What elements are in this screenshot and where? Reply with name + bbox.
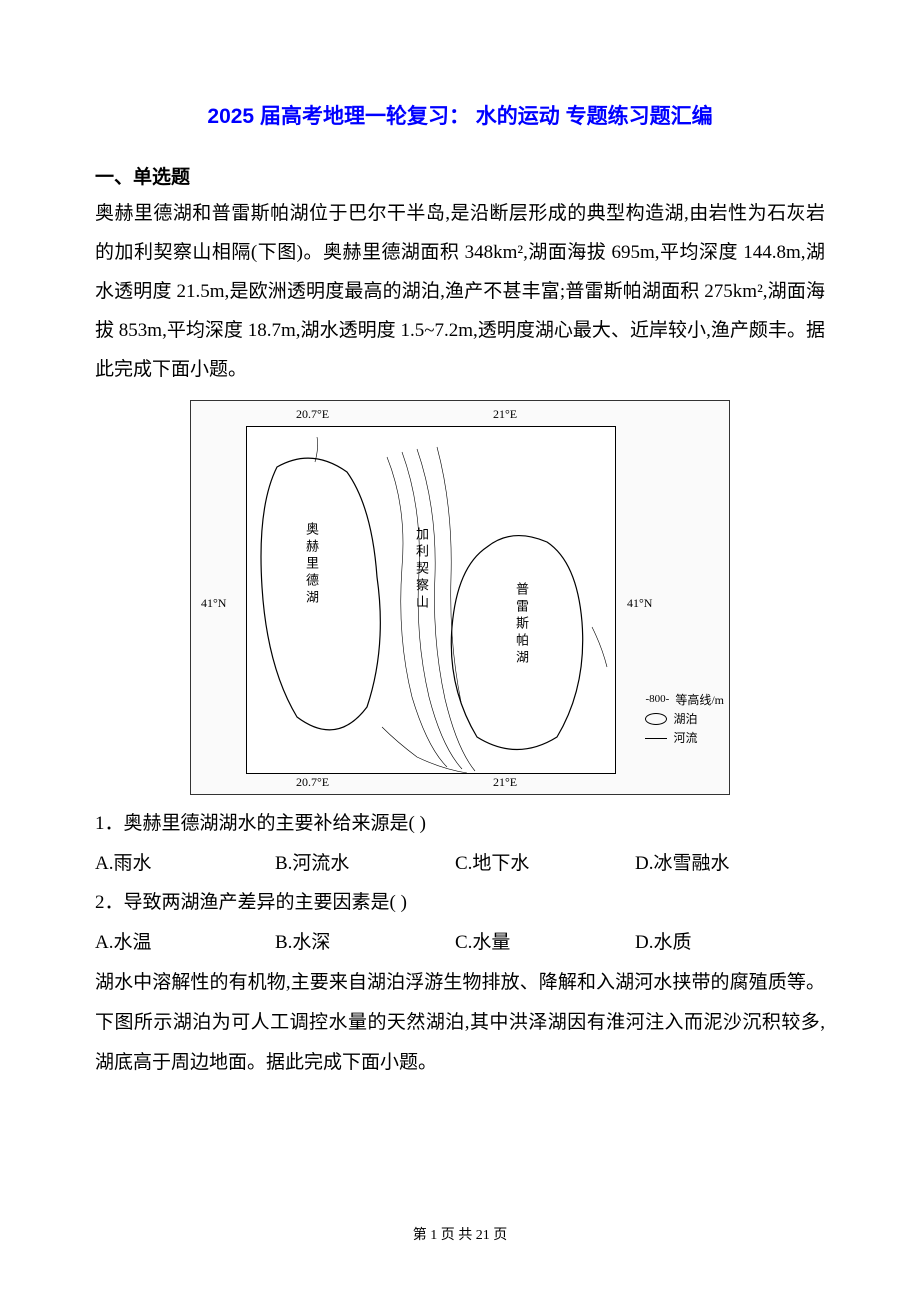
q2-number: 2． — [95, 892, 124, 913]
coord-top-right: 21°E — [493, 407, 517, 422]
q2-option-b: B.水深 — [275, 923, 455, 963]
section-heading: 一、单选题 — [95, 162, 825, 189]
contour-2 — [402, 452, 462, 769]
legend-lake-label: 湖泊 — [673, 710, 697, 729]
q2-stem: 导致两湖渔产差异的主要因素是( ) — [124, 892, 407, 913]
q2-option-c: C.水量 — [455, 923, 635, 963]
q1-stem: 奥赫里德湖湖水的主要补给来源是( ) — [124, 813, 426, 834]
q1-options: A.雨水 B.河流水 C.地下水 D.冰雪融水 — [95, 844, 825, 884]
coord-top-left: 20.7°E — [296, 407, 329, 422]
contour-1 — [387, 457, 447, 767]
map-inner-frame: 奥赫里德湖 普雷斯帕湖 加利契察山 — [246, 426, 616, 774]
figure-container: 20.7°E 21°E 20.7°E 21°E 41°N 41°N 奥赫里 — [95, 400, 825, 800]
passage-1: 奥赫里德湖和普雷斯帕湖位于巴尔干半岛,是沿断层形成的典型构造湖,由岩性为石灰岩的… — [95, 195, 825, 390]
legend-lake-row: 湖泊 — [645, 710, 724, 729]
question-2: 2．导致两湖渔产差异的主要因素是( ) — [95, 883, 825, 923]
coord-bottom-right: 21°E — [493, 775, 517, 790]
q2-options: A.水温 B.水深 C.水量 D.水质 — [95, 923, 825, 963]
q2-option-d: D.水质 — [635, 923, 815, 963]
q1-option-d: D.冰雪融水 — [635, 844, 815, 884]
legend-contour-label: 等高线/m — [675, 691, 724, 710]
legend-contour-sample: -800- — [645, 691, 669, 709]
question-1: 1．奥赫里德湖湖水的主要补给来源是( ) — [95, 804, 825, 844]
coord-bottom-left: 20.7°E — [296, 775, 329, 790]
legend-river-icon — [645, 738, 667, 739]
legend-river-row: 河流 — [645, 729, 724, 748]
q1-option-b: B.河流水 — [275, 844, 455, 884]
contour-4 — [437, 447, 461, 702]
map-legend: -800- 等高线/m 湖泊 河流 — [645, 691, 724, 749]
lake-ohrid-label: 奥赫里德湖 — [302, 522, 321, 607]
q1-option-a: A.雨水 — [95, 844, 275, 884]
legend-lake-icon — [645, 713, 667, 725]
contour-5 — [382, 727, 467, 773]
lake-prespa-label: 普雷斯帕湖 — [512, 582, 531, 667]
q1-option-c: C.地下水 — [455, 844, 635, 884]
q2-option-a: A.水温 — [95, 923, 275, 963]
page-title: 2025 届高考地理一轮复习： 水的运动 专题练习题汇编 — [95, 100, 825, 130]
coord-left-lat: 41°N — [201, 596, 226, 611]
legend-contour-row: -800- 等高线/m — [645, 691, 724, 710]
contour-east — [592, 627, 607, 667]
passage-2: 湖水中溶解性的有机物,主要来自湖泊浮游生物排放、降解和入湖河水挟带的腐殖质等。下… — [95, 963, 825, 1083]
page-footer: 第 1 页 共 21 页 — [0, 1224, 920, 1244]
q1-number: 1． — [95, 813, 124, 834]
coord-right-lat: 41°N — [627, 596, 652, 611]
map-figure: 20.7°E 21°E 20.7°E 21°E 41°N 41°N 奥赫里 — [190, 400, 730, 795]
mountain-label: 加利契察山 — [412, 527, 431, 612]
legend-river-label: 河流 — [673, 729, 697, 748]
